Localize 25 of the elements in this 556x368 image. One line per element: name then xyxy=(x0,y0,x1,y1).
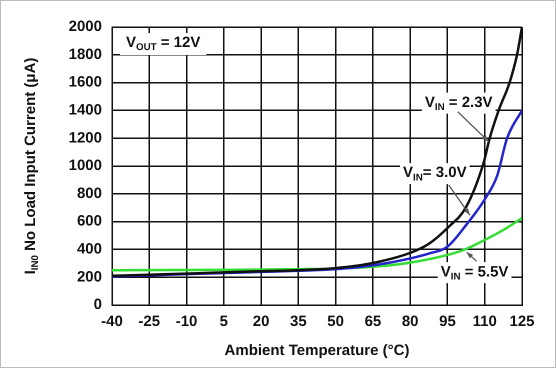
x-tick-label: 20 xyxy=(252,313,270,330)
y-tick-label: 800 xyxy=(76,184,102,202)
y-axis-title: IIN0 No Load Input Current (μA) xyxy=(22,58,42,274)
x-tick-label: 65 xyxy=(364,313,382,330)
y-tick-label: 1800 xyxy=(68,46,102,63)
y-tick-label: 2000 xyxy=(68,18,102,36)
y-tick-label: 1600 xyxy=(68,74,102,91)
x-axis-title: Ambient Temperature (°C) xyxy=(224,342,410,360)
y-tick-label: 600 xyxy=(76,212,102,230)
x-tick-label: 110 xyxy=(472,313,497,330)
y-tick-label: 200 xyxy=(76,268,102,286)
x-tick-label: 50 xyxy=(327,313,344,330)
y-tick-label: 1400 xyxy=(68,102,102,119)
x-tick-label: 35 xyxy=(290,313,307,330)
x-tick-label: -25 xyxy=(138,313,160,330)
x-tick-label: 80 xyxy=(402,313,419,330)
y-tick-label: 1200 xyxy=(68,129,102,146)
y-tick-label: 400 xyxy=(76,240,102,258)
x-tick-label: 5 xyxy=(220,313,228,330)
y-tick-label: 1000 xyxy=(68,157,102,174)
y-tick-label: 0 xyxy=(94,296,102,314)
x-tick-label: 95 xyxy=(439,313,456,330)
x-tick-label: 125 xyxy=(509,313,535,330)
x-tick-label: -40 xyxy=(101,313,123,330)
x-tick-label: -10 xyxy=(176,313,198,330)
